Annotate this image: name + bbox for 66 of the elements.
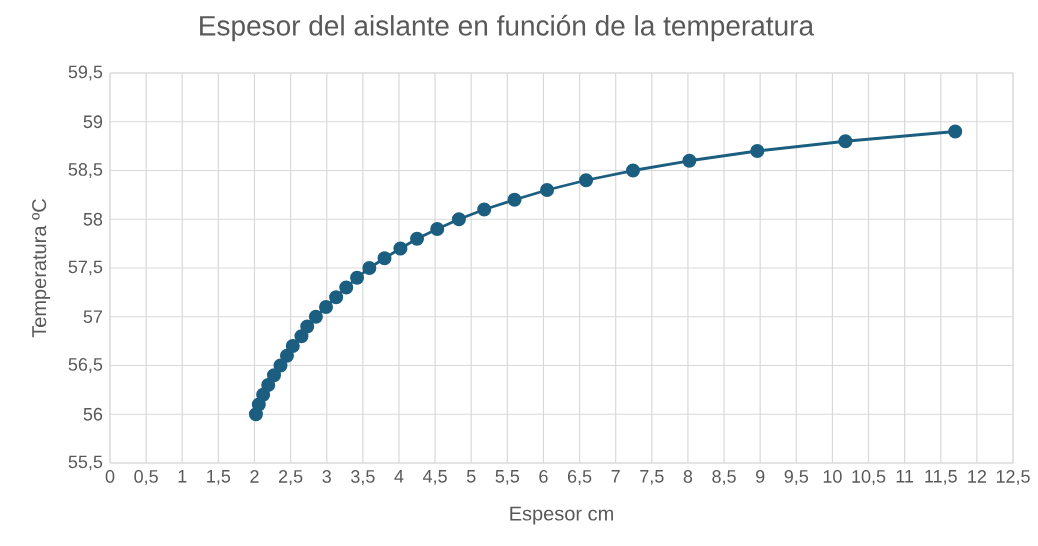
x-tick-label: 9 bbox=[756, 470, 765, 483]
x-tick-label: 4 bbox=[394, 470, 404, 483]
x-tick-label: 2,5 bbox=[279, 470, 303, 485]
point bbox=[339, 280, 354, 295]
point bbox=[377, 251, 392, 266]
y-tick-label: 58,5 bbox=[68, 163, 103, 178]
point bbox=[430, 222, 445, 236]
x-tick-label: 9,5 bbox=[784, 470, 809, 485]
point bbox=[507, 192, 522, 207]
point bbox=[682, 153, 697, 168]
x-tick-label: 3,5 bbox=[351, 470, 375, 485]
x-tick-label: 8,5 bbox=[712, 470, 736, 485]
y-tick-label: 57 bbox=[83, 310, 103, 324]
y-tick-label: 58 bbox=[83, 212, 103, 226]
x-tick-label: 5,5 bbox=[495, 470, 520, 485]
y-tick-label: 59,5 bbox=[68, 65, 103, 81]
point bbox=[256, 387, 271, 402]
chart-title: Espesor del aislante en función de la temperatura bbox=[200, 14, 815, 42]
point bbox=[410, 231, 425, 246]
x-tick-label: 1,5 bbox=[207, 470, 231, 485]
point bbox=[362, 261, 377, 275]
point bbox=[838, 134, 853, 149]
x-tick-label: 4,5 bbox=[422, 470, 447, 485]
x-tick-label: 10 bbox=[823, 470, 842, 483]
x-tick-label: 11 bbox=[896, 470, 914, 483]
x-tick-label: 0 bbox=[105, 470, 115, 483]
point bbox=[308, 309, 323, 324]
point bbox=[393, 241, 408, 256]
x-tick-label: 1 bbox=[178, 470, 187, 483]
point bbox=[329, 290, 344, 305]
point bbox=[261, 378, 276, 392]
point bbox=[279, 348, 294, 363]
x-axis-title: Espesor cm bbox=[510, 506, 613, 525]
x-tick-label: 7,5 bbox=[640, 470, 664, 485]
point bbox=[285, 339, 300, 353]
point bbox=[750, 144, 765, 158]
x-tick-label: 5 bbox=[466, 470, 476, 483]
x-tick-label: 10,5 bbox=[852, 470, 886, 485]
y-tick-label: 59 bbox=[83, 115, 103, 129]
point bbox=[266, 368, 281, 383]
x-tick-label: 2 bbox=[250, 470, 259, 483]
point bbox=[300, 319, 315, 334]
x-tick-label: 6 bbox=[539, 470, 548, 483]
point bbox=[540, 183, 555, 198]
x-tick-label: 11,5 bbox=[925, 470, 957, 485]
point bbox=[350, 270, 365, 285]
x-tick-label: 3 bbox=[322, 470, 331, 483]
y-tick-label: 57,5 bbox=[68, 260, 103, 276]
y-tick-label: 56,5 bbox=[68, 358, 103, 373]
x-tick-label: 12,5 bbox=[996, 470, 1030, 485]
point bbox=[579, 173, 594, 188]
x-tick-label: 12 bbox=[968, 470, 986, 483]
point bbox=[451, 212, 466, 227]
x-tick-label: 0,5 bbox=[134, 470, 158, 485]
x-tick-label: 7 bbox=[611, 470, 620, 483]
point bbox=[273, 358, 288, 373]
point bbox=[477, 202, 492, 217]
y-tick-label: 55,5 bbox=[68, 455, 103, 471]
y-axis-title: Temperatura ºC bbox=[32, 199, 51, 338]
point bbox=[319, 300, 333, 315]
point bbox=[948, 124, 963, 139]
point bbox=[294, 329, 309, 344]
x-tick-label: 6,5 bbox=[567, 470, 592, 485]
y-tick-label: 56 bbox=[83, 407, 103, 421]
x-tick-label: 8 bbox=[683, 470, 693, 483]
point bbox=[626, 163, 641, 178]
